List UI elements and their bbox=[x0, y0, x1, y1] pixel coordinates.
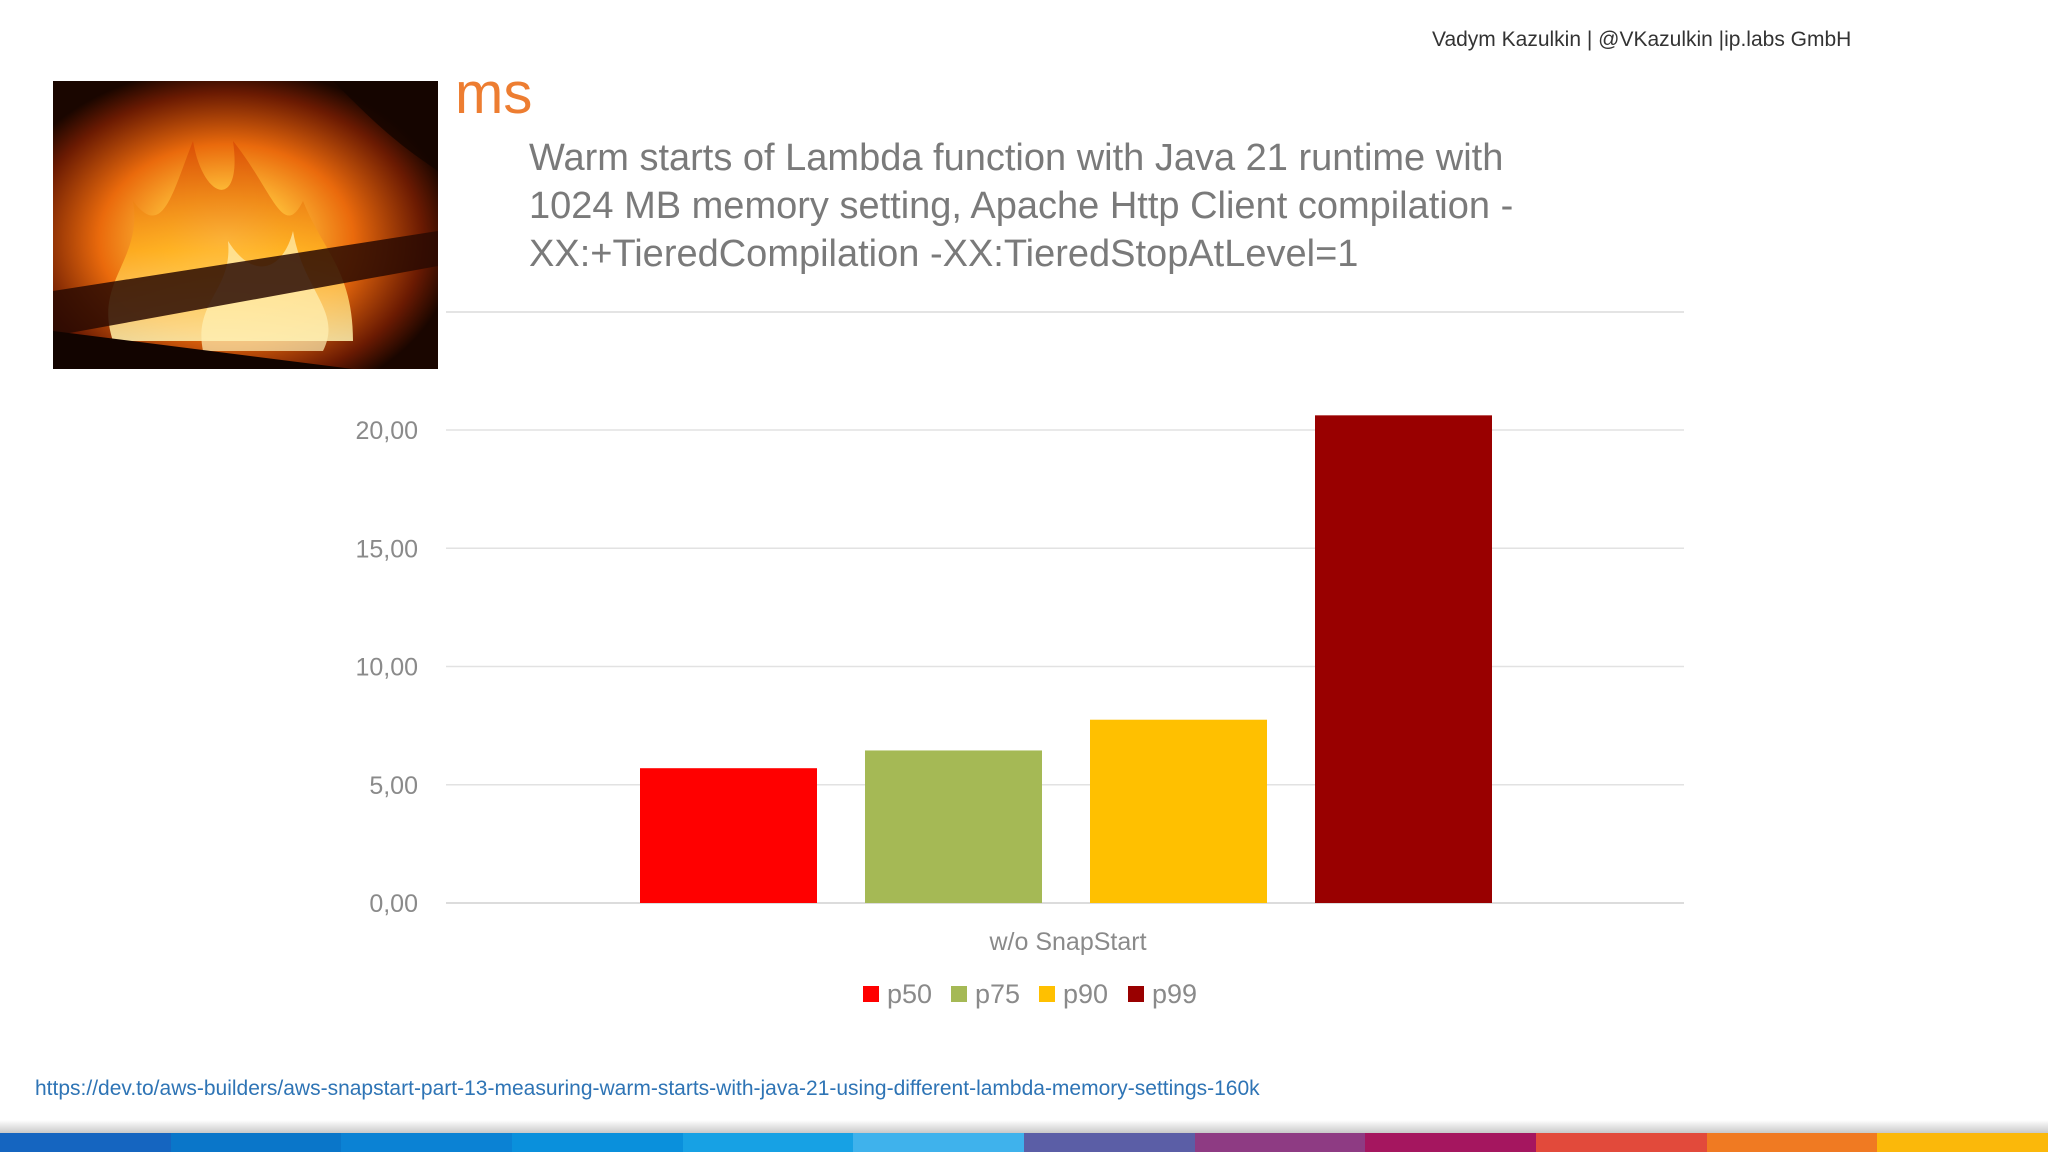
legend-label-p99: p99 bbox=[1152, 979, 1197, 1009]
bar-p90 bbox=[1090, 719, 1267, 903]
color-strip-segment bbox=[1536, 1133, 1707, 1152]
unit-label: ms bbox=[455, 61, 533, 126]
bar-p50 bbox=[640, 768, 817, 903]
bar-p75 bbox=[865, 750, 1042, 903]
legend-swatch-p50 bbox=[863, 986, 879, 1002]
color-strip-segment bbox=[1877, 1133, 2048, 1152]
legend-label-p50: p50 bbox=[887, 979, 932, 1009]
color-strip-segment bbox=[1024, 1133, 1195, 1152]
fire-photo-icon bbox=[53, 81, 438, 369]
legend-swatch-p90 bbox=[1039, 986, 1055, 1002]
bar-p99 bbox=[1315, 415, 1492, 903]
color-strip-segment bbox=[1365, 1133, 1537, 1152]
color-strip-segment bbox=[1194, 1133, 1366, 1152]
color-strip-segment bbox=[1706, 1133, 1878, 1152]
header-credit: Vadym Kazulkin | @VKazulkin |ip.labs Gmb… bbox=[1432, 28, 1852, 51]
color-strip-segment bbox=[512, 1133, 683, 1152]
chart-title: Warm starts of Lambda function with Java… bbox=[529, 137, 1514, 275]
y-tick-label: 20,00 bbox=[355, 417, 418, 445]
color-strip-segment bbox=[853, 1133, 1025, 1152]
color-strip-segment bbox=[682, 1133, 854, 1152]
y-tick-label: 5,00 bbox=[369, 772, 418, 800]
y-tick-label: 15,00 bbox=[355, 535, 418, 563]
legend-swatch-p75 bbox=[951, 986, 967, 1002]
legend-label-p90: p90 bbox=[1063, 979, 1108, 1009]
x-category-label: w/o SnapStart bbox=[988, 928, 1146, 956]
source-link[interactable]: https://dev.to/aws-builders/aws-snapstar… bbox=[35, 1077, 1260, 1100]
legend-label-p75: p75 bbox=[975, 979, 1020, 1009]
y-tick-label: 10,00 bbox=[355, 654, 418, 682]
legend-swatch-p99 bbox=[1128, 986, 1144, 1002]
y-tick-label: 0,00 bbox=[369, 890, 418, 918]
footer-shadow bbox=[0, 1120, 2048, 1133]
title-divider bbox=[446, 311, 1684, 313]
footer-color-strip bbox=[0, 1133, 2048, 1152]
color-strip-segment bbox=[170, 1133, 342, 1152]
color-strip-segment bbox=[341, 1133, 513, 1152]
color-strip-segment bbox=[0, 1133, 171, 1152]
